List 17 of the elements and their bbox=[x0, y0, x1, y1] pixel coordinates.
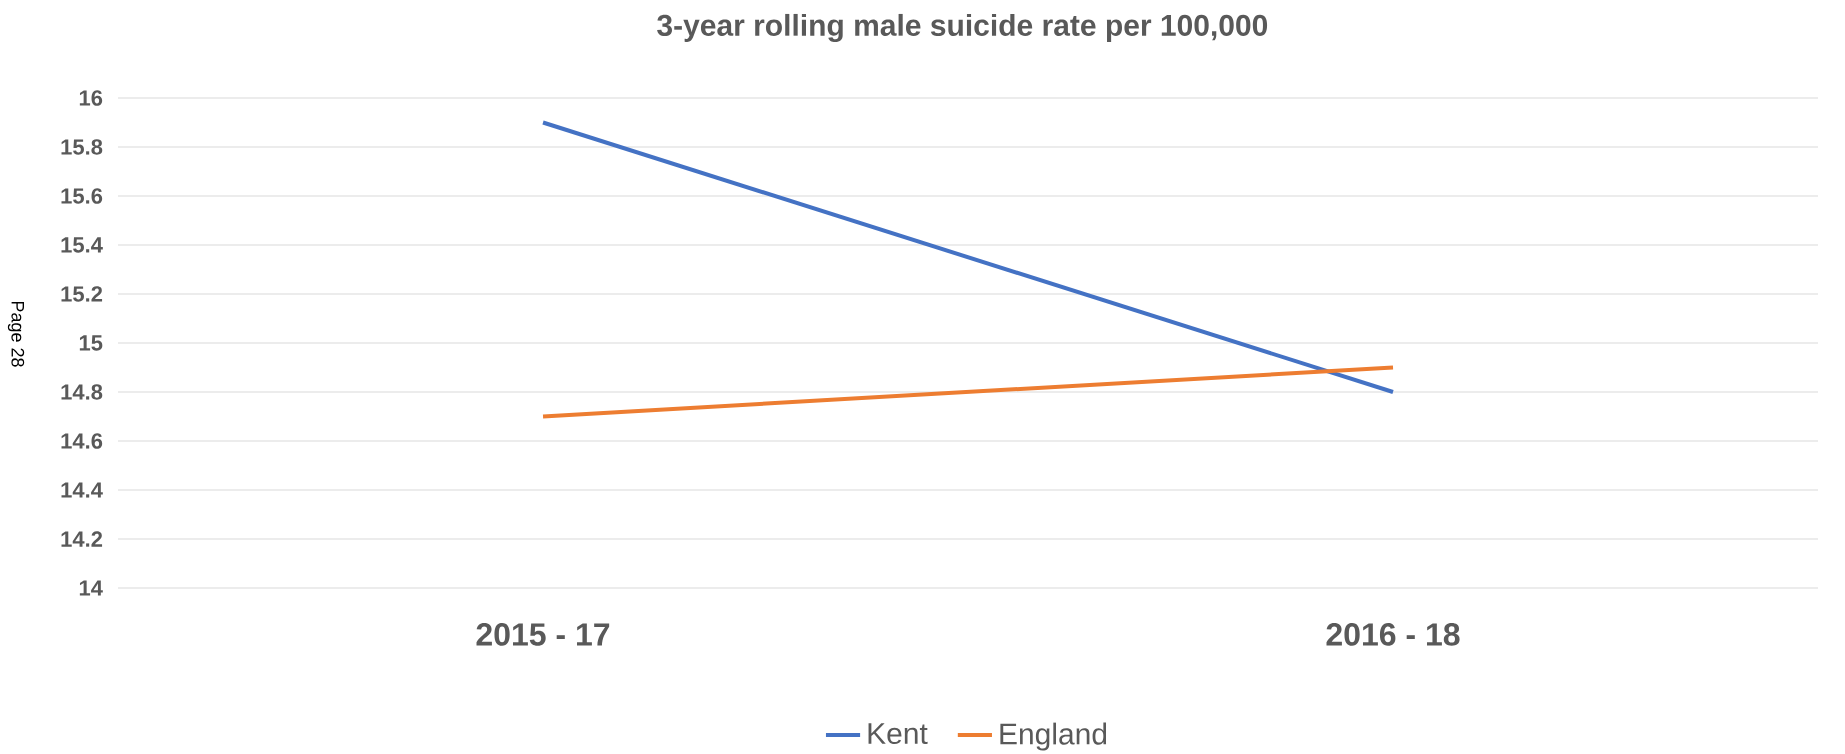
y-tick-label: 14.8 bbox=[61, 384, 103, 400]
text: Page 28 bbox=[7, 301, 25, 367]
legend-label: England bbox=[1000, 722, 1107, 751]
y-tick-label: 14.6 bbox=[61, 433, 103, 449]
chart-title: 3-year rolling male suicide rate per 100,000 bbox=[657, 13, 1268, 43]
y-tick-label: 14.2 bbox=[61, 531, 103, 547]
y-tick-label: 15.4 bbox=[61, 237, 103, 253]
x-tick-label: 2015 - 17 bbox=[476, 623, 610, 646]
y-tick-label: 15 bbox=[79, 335, 103, 351]
y-tick-label: 14.4 bbox=[61, 482, 103, 498]
y-tick-label: 15.8 bbox=[61, 139, 103, 155]
y-tick-label: 14 bbox=[79, 580, 103, 596]
y-tick-label: 16 bbox=[79, 90, 103, 106]
y-tick-label: 15.6 bbox=[61, 188, 103, 204]
legend-label: Kent bbox=[868, 723, 928, 745]
x-tick-label: 2016 - 18 bbox=[1326, 623, 1460, 646]
y-tick-label: 15.2 bbox=[61, 286, 103, 302]
